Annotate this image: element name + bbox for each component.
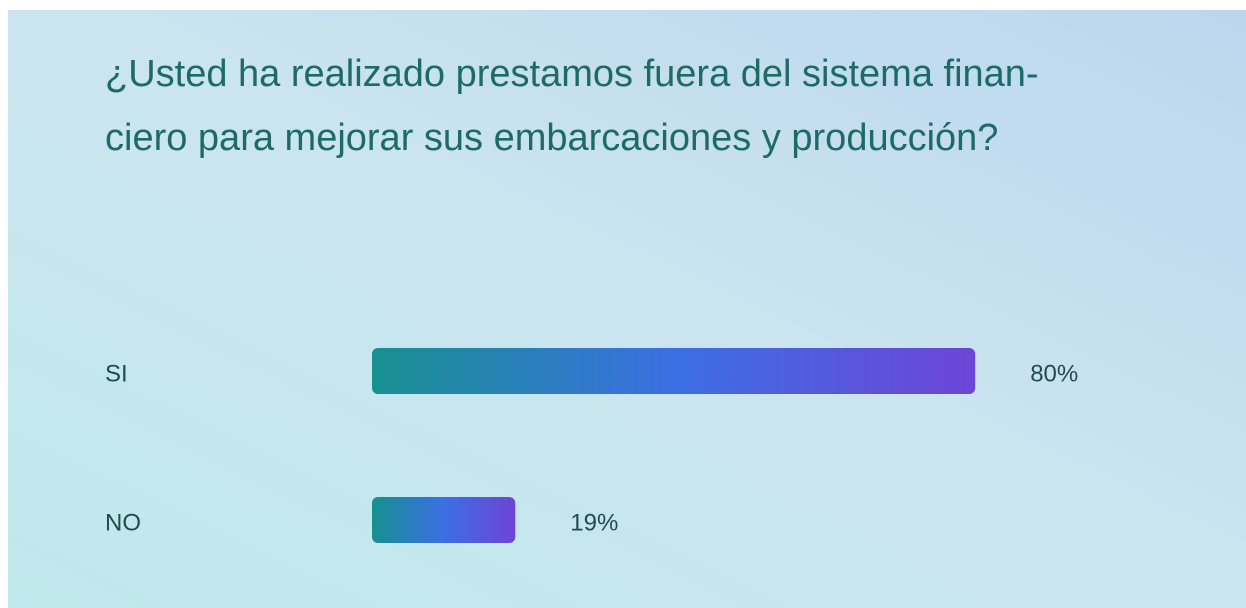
title-line: ciero para mejorar sus embarcaciones y p… xyxy=(105,117,998,159)
category-label: SI xyxy=(105,360,128,387)
category-label: NO xyxy=(105,509,141,536)
title-line: ¿Usted ha realizado prestamos fuera del … xyxy=(105,53,1039,95)
bar xyxy=(372,497,516,543)
value-label: 80% xyxy=(1030,360,1078,387)
value-label: 19% xyxy=(570,509,618,536)
background xyxy=(8,10,1246,608)
bar xyxy=(372,348,976,394)
